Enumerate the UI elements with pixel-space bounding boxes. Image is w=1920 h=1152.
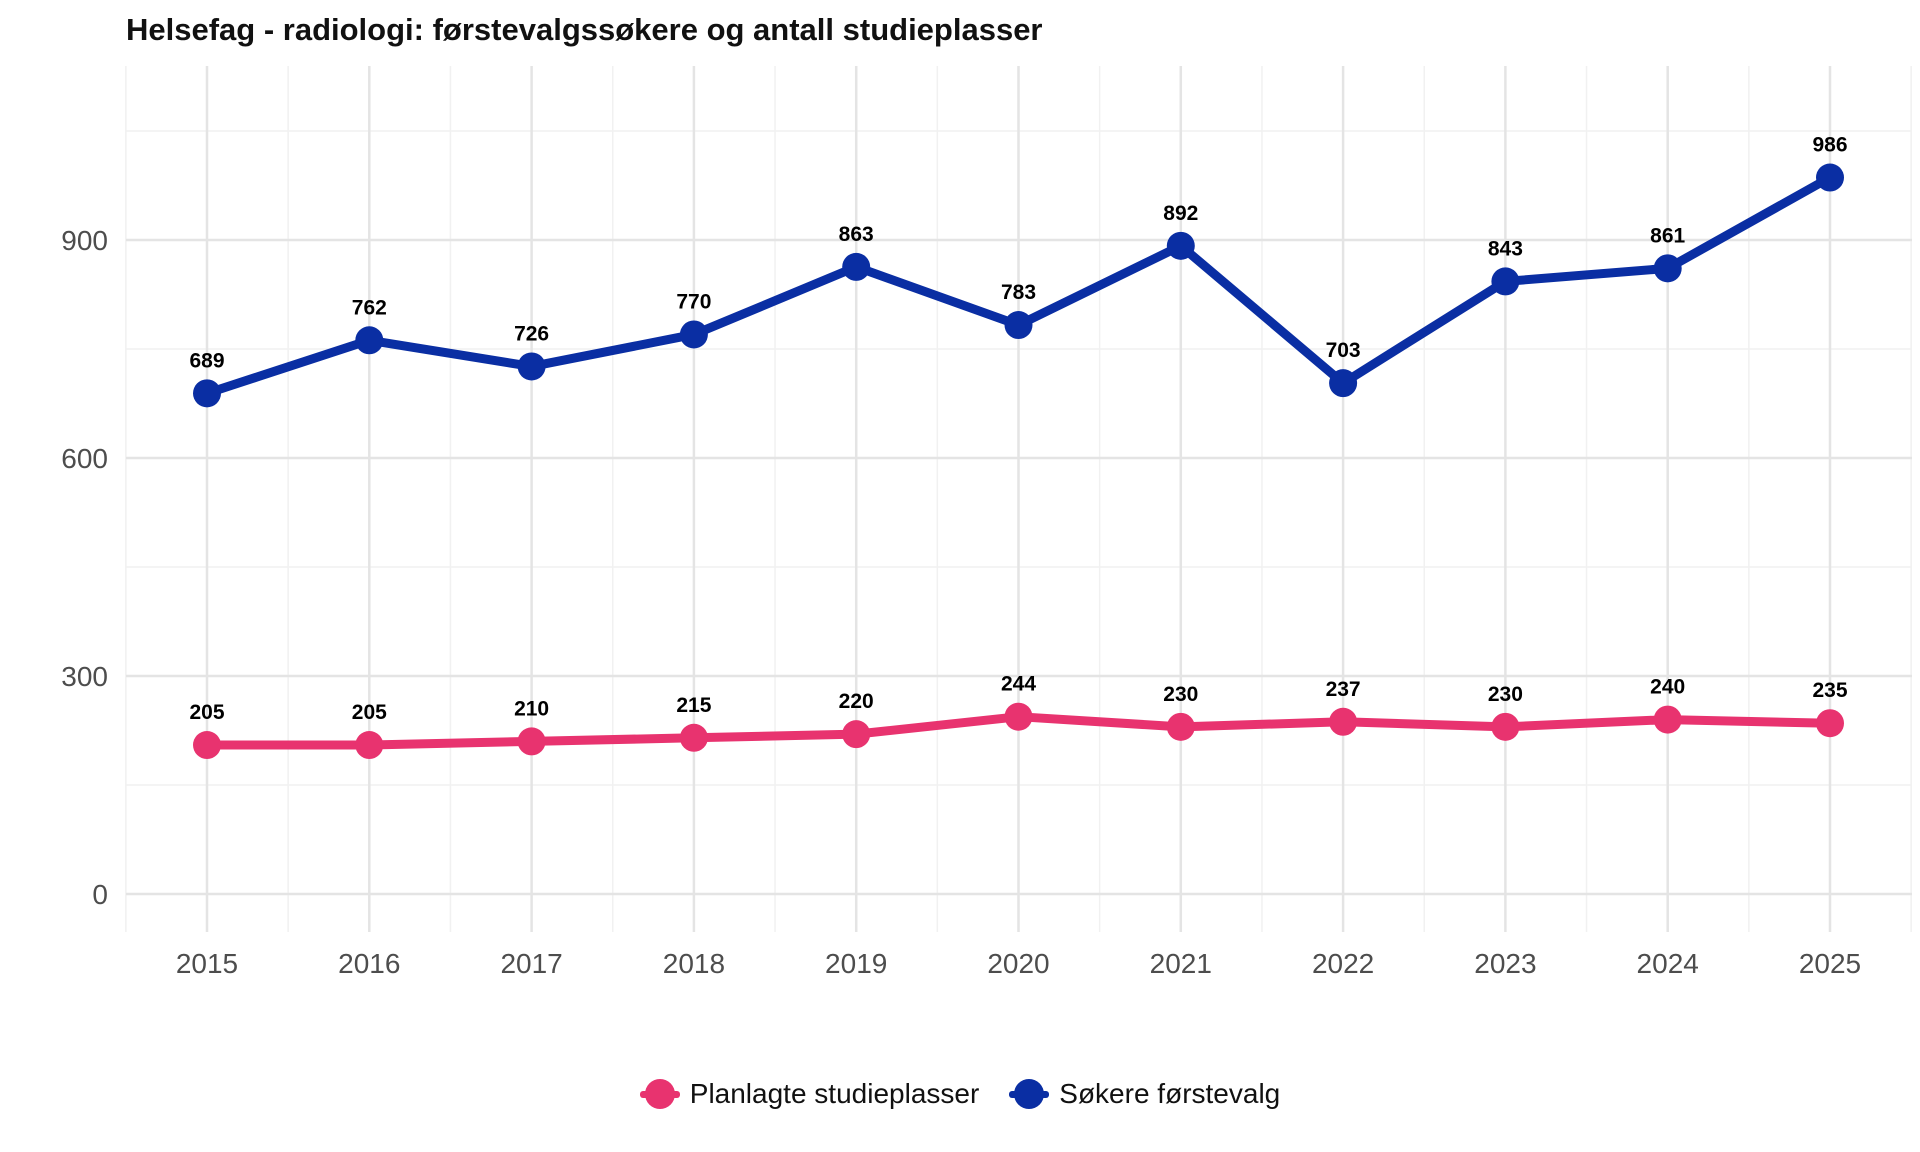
data-label: 205 bbox=[352, 701, 387, 724]
data-point bbox=[1166, 231, 1195, 260]
data-point bbox=[1004, 311, 1033, 340]
x-axis-tick-labels: 2015 2016 2017 2018 2019 2020 2021 2022 2023 2024… bbox=[176, 948, 1861, 979]
data-point bbox=[1816, 163, 1844, 192]
data-point bbox=[517, 352, 546, 381]
data-label: 703 bbox=[1326, 339, 1361, 362]
y-tick-label: 600 bbox=[61, 443, 108, 474]
x-tick-label: 2021 bbox=[1150, 948, 1212, 979]
legend-key-dot bbox=[644, 1079, 675, 1109]
data-label: 230 bbox=[1163, 683, 1198, 706]
data-point bbox=[1491, 712, 1520, 741]
data-label: 762 bbox=[352, 296, 387, 319]
data-label: 843 bbox=[1488, 237, 1523, 260]
x-tick-label: 2019 bbox=[825, 948, 887, 979]
data-label: 237 bbox=[1326, 678, 1361, 701]
y-tick-label: 900 bbox=[61, 225, 108, 256]
data-point bbox=[842, 720, 871, 749]
legend-item: Planlagte studieplasser bbox=[639, 1078, 980, 1110]
data-point bbox=[1653, 254, 1682, 283]
data-label: 205 bbox=[189, 701, 224, 724]
data-label: 726 bbox=[514, 322, 549, 345]
x-tick-label: 2018 bbox=[663, 948, 725, 979]
data-label: 689 bbox=[189, 349, 224, 372]
series-points bbox=[193, 163, 1844, 760]
data-label: 783 bbox=[1001, 281, 1036, 304]
legend-key bbox=[639, 1079, 680, 1109]
data-point bbox=[1329, 707, 1358, 736]
data-point bbox=[1329, 369, 1358, 398]
data-label: 986 bbox=[1812, 134, 1847, 157]
x-tick-label: 2023 bbox=[1474, 948, 1536, 979]
data-point bbox=[679, 723, 708, 752]
data-label: 215 bbox=[676, 694, 711, 717]
data-point bbox=[1653, 705, 1682, 734]
legend-key bbox=[1009, 1079, 1050, 1109]
data-label: 240 bbox=[1650, 676, 1685, 699]
data-label: 892 bbox=[1163, 202, 1198, 225]
data-point bbox=[679, 320, 708, 349]
data-label: 230 bbox=[1488, 683, 1523, 706]
data-point bbox=[1816, 709, 1844, 738]
legend-item: Søkere førstevalg bbox=[1009, 1078, 1280, 1110]
x-tick-label: 2017 bbox=[500, 948, 562, 979]
data-point bbox=[1166, 712, 1195, 741]
data-label: 244 bbox=[1001, 673, 1036, 696]
x-tick-label: 2024 bbox=[1637, 948, 1699, 979]
y-tick-label: 0 bbox=[92, 879, 108, 910]
chart-title: Helsefag - radiologi: førstevalgssøkere … bbox=[126, 12, 1043, 47]
y-axis-tick-labels: 0 300 600 900 bbox=[61, 225, 108, 910]
data-point bbox=[842, 252, 871, 281]
legend-label: Planlagte studieplasser bbox=[689, 1078, 980, 1109]
major-gridlines bbox=[126, 66, 1912, 932]
legend-label: Søkere førstevalg bbox=[1059, 1078, 1281, 1109]
legend: Planlagte studieplasser Søkere førstevalg bbox=[0, 1078, 1920, 1110]
data-point bbox=[1491, 267, 1520, 296]
x-tick-label: 2022 bbox=[1312, 948, 1374, 979]
legend-key-dot bbox=[1014, 1079, 1045, 1109]
data-point bbox=[1004, 702, 1033, 731]
data-point bbox=[193, 731, 221, 760]
data-labels: 205 205 210 215 220 244 230 237 230 240 235 689 762 7… bbox=[189, 134, 1847, 725]
data-label: 210 bbox=[514, 697, 549, 720]
x-tick-label: 2015 bbox=[176, 948, 238, 979]
data-label: 861 bbox=[1650, 224, 1685, 247]
y-tick-label: 300 bbox=[61, 661, 108, 692]
data-label: 235 bbox=[1812, 679, 1847, 702]
data-label: 220 bbox=[839, 690, 874, 713]
data-point bbox=[355, 731, 384, 760]
data-point bbox=[355, 326, 384, 355]
x-tick-label: 2025 bbox=[1799, 948, 1861, 979]
x-tick-label: 2016 bbox=[338, 948, 400, 979]
data-label: 863 bbox=[839, 223, 874, 246]
data-label: 770 bbox=[676, 290, 711, 313]
data-point bbox=[517, 727, 546, 756]
data-point bbox=[193, 379, 221, 408]
x-tick-label: 2020 bbox=[987, 948, 1049, 979]
